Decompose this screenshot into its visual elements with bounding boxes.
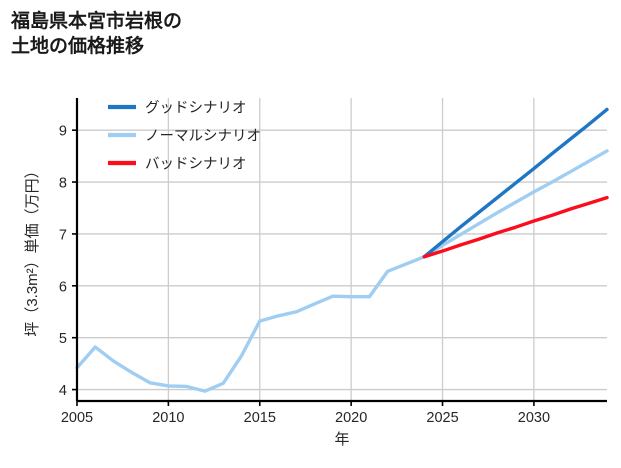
page-title: 福島県本宮市岩根の 土地の価格推移 [11,11,183,58]
legend-label: グッドシナリオ [145,100,247,117]
x-tick-label: 2025 [426,410,458,426]
y-tick-label: 5 [59,331,67,347]
series-line [75,149,609,393]
x-tick-label: 2030 [518,410,550,426]
x-tick-label: 2020 [335,410,367,426]
y-tick-label: 4 [59,383,67,399]
legend-label: ノーマルシナリオ [145,129,261,145]
y-tick-label: 6 [59,279,67,295]
data-series-group [75,107,609,393]
y-tick-label: 8 [59,176,67,192]
legend-label: バッドシナリオ [145,157,247,173]
y-tick-labels: 4 5 6 7 8 9 [59,124,77,399]
x-tick-label: 2005 [61,410,93,426]
line-chart: 4 5 6 7 8 9 2005 2010 2015 2020 2025 2030 年 坪（3.3m… [24,98,609,448]
y-axis-title: 坪（3.3m²）単価（万円） [24,163,41,336]
y-tick-label: 7 [59,227,67,243]
x-tick-labels: 2005 2010 2015 2020 2025 2030 [61,401,550,426]
x-tick-label: 2015 [244,410,276,426]
x-tick-label: 2010 [152,410,184,426]
axis-lines [75,98,607,403]
series-line [422,195,609,259]
series-line [422,107,609,259]
gridlines [77,129,607,391]
x-axis-title: 年 [334,431,349,448]
y-tick-label: 9 [59,124,67,140]
